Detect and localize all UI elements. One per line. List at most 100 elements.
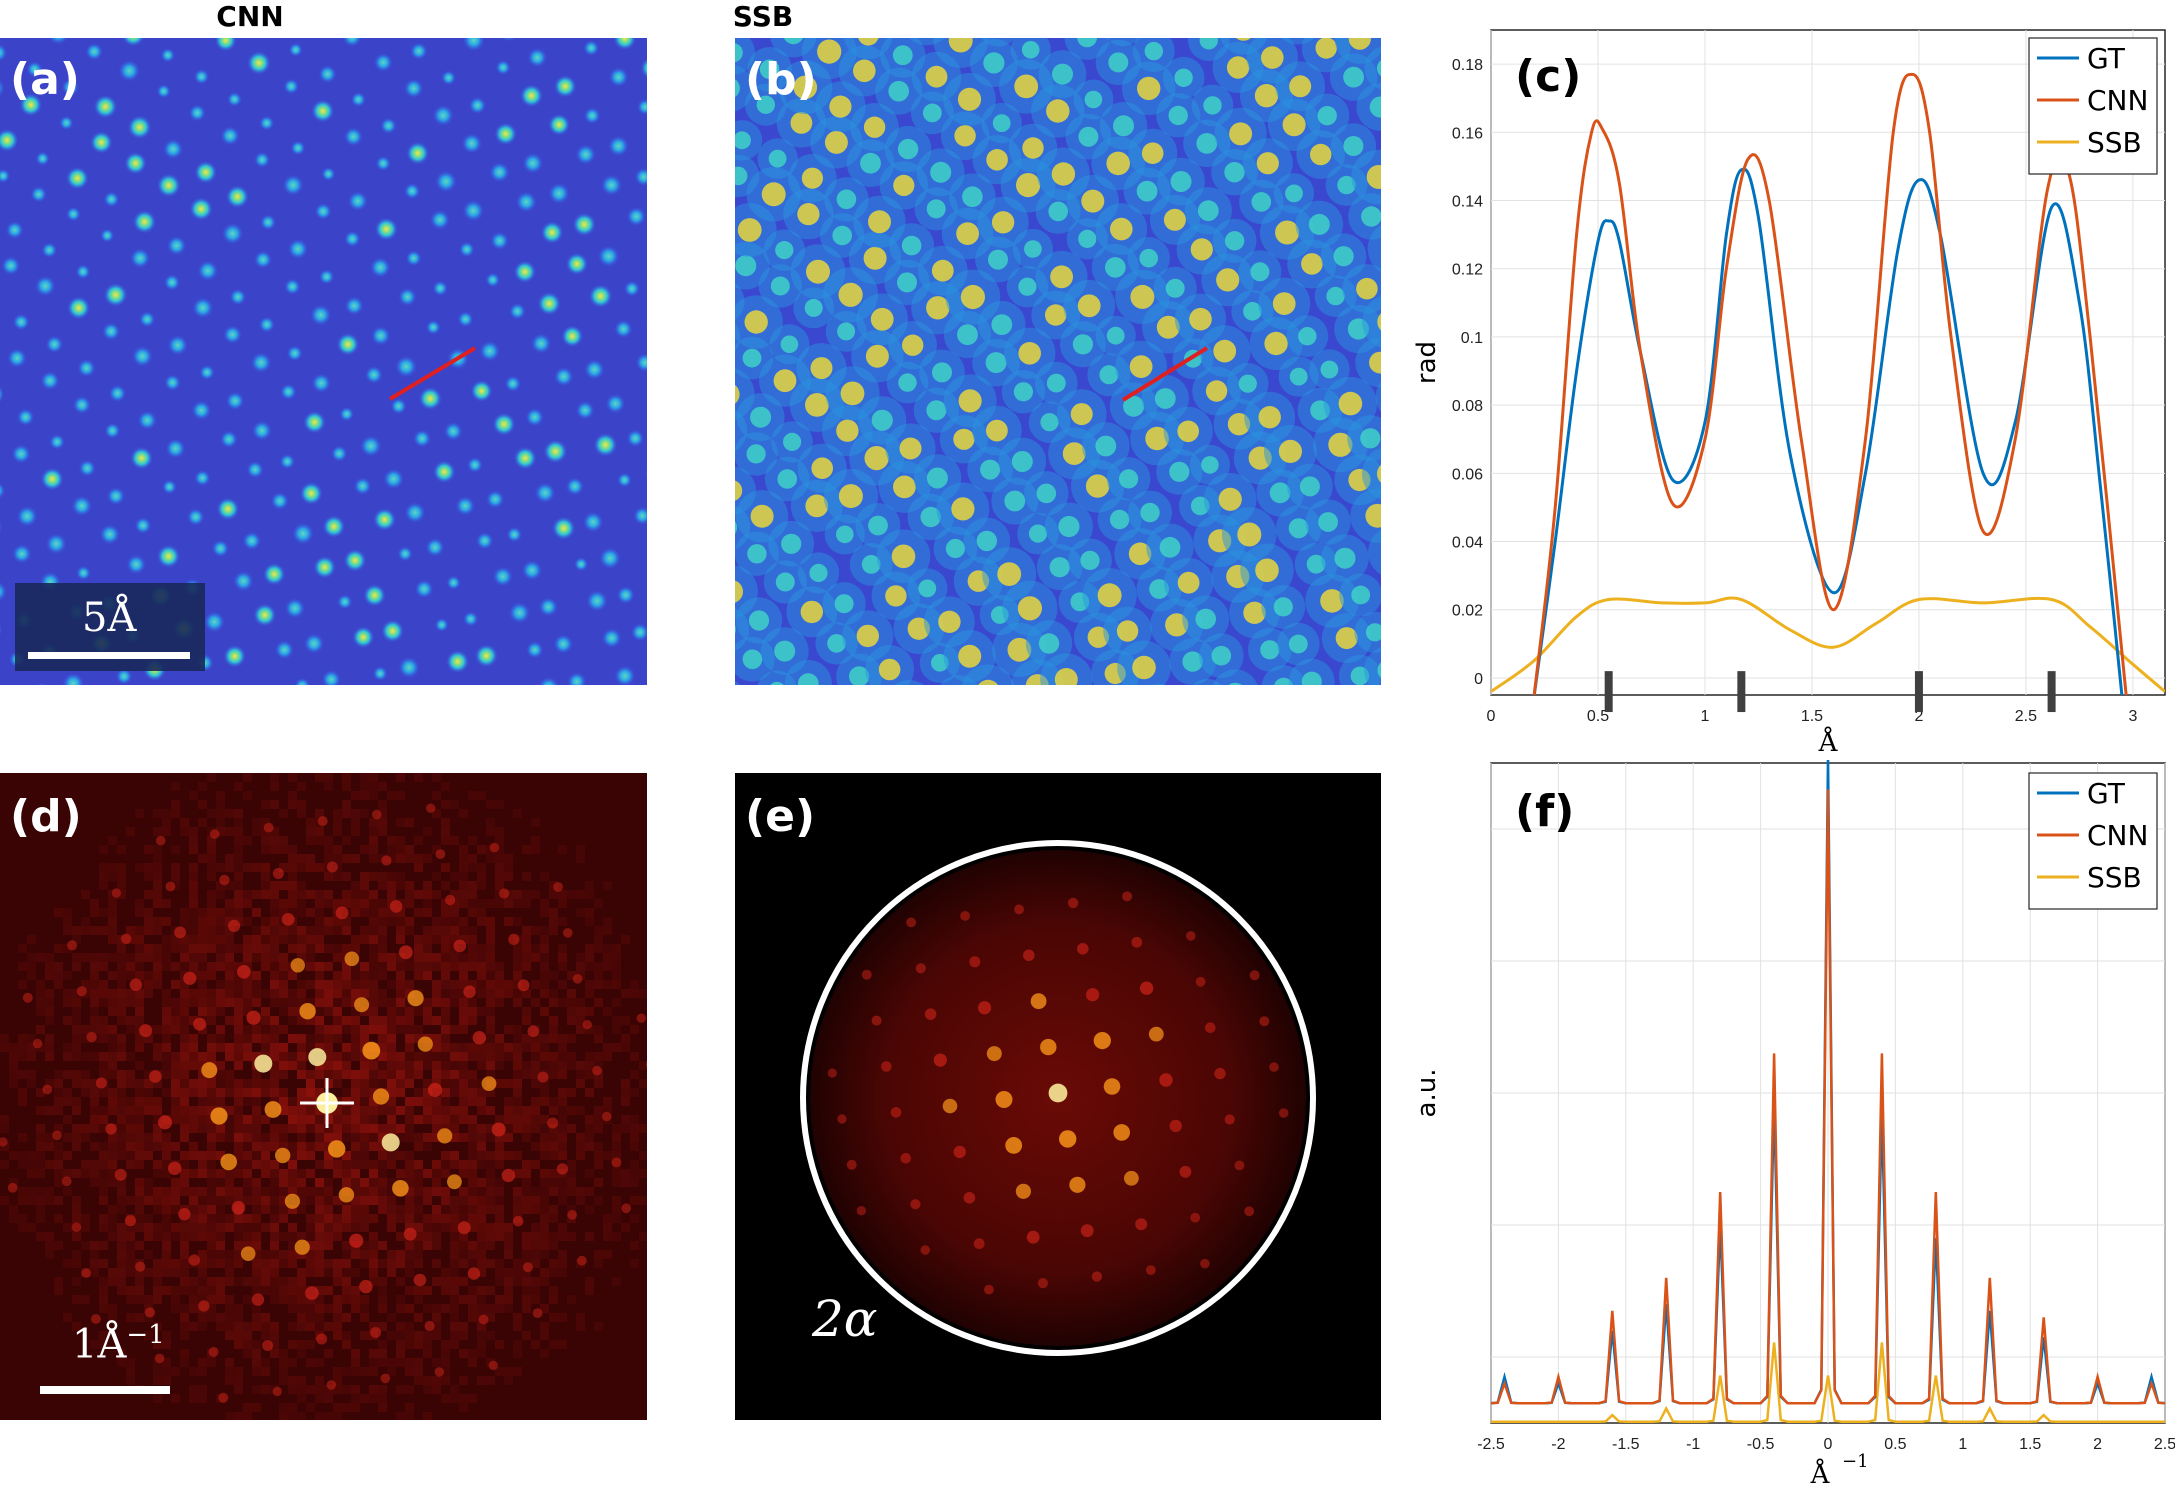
fft-noise bbox=[630, 1142, 639, 1151]
fft-noise bbox=[387, 1088, 396, 1097]
fft-noise bbox=[351, 1070, 360, 1079]
fft-noise bbox=[216, 1232, 225, 1241]
fft-noise bbox=[198, 1088, 207, 1097]
fft-noise bbox=[252, 1385, 261, 1394]
fft-noise bbox=[72, 1214, 81, 1223]
fft-noise bbox=[360, 773, 369, 782]
fft-noise bbox=[117, 944, 126, 953]
atom-spot bbox=[1189, 307, 1212, 331]
atom-spot bbox=[156, 544, 181, 568]
fft-noise bbox=[594, 1034, 603, 1043]
fft-noise bbox=[180, 1007, 189, 1016]
fft-noise bbox=[477, 1007, 486, 1016]
fft-noise bbox=[189, 1196, 198, 1205]
fft-noise bbox=[387, 1061, 396, 1070]
fft-noise bbox=[288, 899, 297, 908]
atom-spot bbox=[103, 282, 128, 307]
fft-noise bbox=[396, 791, 405, 800]
fft-noise bbox=[252, 818, 261, 827]
fft-noise bbox=[576, 908, 585, 917]
atom-spot bbox=[774, 640, 796, 662]
fft-noise bbox=[405, 1214, 414, 1223]
fft-noise bbox=[270, 1079, 279, 1088]
fft-noise bbox=[270, 1268, 279, 1277]
fft-noise bbox=[252, 1259, 261, 1268]
fft-noise bbox=[540, 899, 549, 908]
fft-spot bbox=[508, 933, 520, 945]
fft-noise bbox=[324, 1052, 333, 1061]
atom-spot bbox=[160, 48, 175, 63]
fft-noise bbox=[423, 1196, 432, 1205]
fft-noise bbox=[45, 1106, 54, 1115]
fft-noise bbox=[207, 1007, 216, 1016]
fft-noise bbox=[603, 917, 612, 926]
atom-spot bbox=[1273, 597, 1293, 617]
scale-label-d-text: 1Å bbox=[72, 1321, 127, 1368]
fft-noise bbox=[468, 1286, 477, 1295]
fft-noise bbox=[522, 1043, 531, 1052]
fft-spot bbox=[900, 1153, 911, 1164]
atom-spot bbox=[832, 225, 852, 246]
fft-noise bbox=[153, 1394, 162, 1403]
fft-noise bbox=[594, 944, 603, 953]
fft-noise bbox=[360, 926, 369, 935]
fft-noise bbox=[450, 1052, 459, 1061]
atom-spot bbox=[838, 282, 863, 307]
fft-noise bbox=[405, 890, 414, 899]
atom-spot bbox=[418, 386, 442, 411]
fft-noise bbox=[225, 1313, 234, 1322]
fft-noise bbox=[243, 1097, 252, 1106]
atom-spot bbox=[1366, 165, 1381, 189]
atom-spot bbox=[582, 511, 604, 533]
fft-noise bbox=[72, 1223, 81, 1232]
atom-spot bbox=[853, 59, 876, 83]
fft-noise bbox=[396, 854, 405, 863]
fft-noise bbox=[549, 1178, 558, 1187]
fft-noise bbox=[288, 1205, 297, 1214]
fft-noise bbox=[216, 1151, 225, 1160]
atom-spot bbox=[405, 250, 422, 267]
fft-noise bbox=[198, 1385, 207, 1394]
fft-noise bbox=[369, 818, 378, 827]
fft-noise bbox=[72, 1070, 81, 1079]
fft-noise bbox=[333, 1133, 342, 1142]
fft-noise bbox=[558, 1061, 567, 1070]
atom-spot bbox=[1196, 133, 1218, 154]
atom-spot bbox=[1343, 136, 1364, 156]
fft-noise bbox=[342, 1385, 351, 1394]
fft-noise bbox=[243, 890, 252, 899]
fft-noise bbox=[288, 1169, 297, 1178]
fft-noise bbox=[261, 1322, 270, 1331]
fft-noise bbox=[513, 1151, 522, 1160]
fft-noise bbox=[108, 1097, 117, 1106]
fft-noise bbox=[324, 1232, 333, 1241]
fft-noise bbox=[54, 1070, 63, 1079]
fft-spot bbox=[827, 1068, 837, 1078]
fft-noise bbox=[522, 1295, 531, 1304]
fft-noise bbox=[342, 1169, 351, 1178]
fft-noise bbox=[414, 953, 423, 962]
fft-noise bbox=[369, 1268, 378, 1277]
fft-noise bbox=[513, 1259, 522, 1268]
fft-noise bbox=[342, 1025, 351, 1034]
atom-spot bbox=[1365, 503, 1381, 528]
fft-noise bbox=[540, 1214, 549, 1223]
fft-noise bbox=[270, 1016, 279, 1025]
fft-noise bbox=[387, 1196, 396, 1205]
fft-noise bbox=[198, 1160, 207, 1169]
fft-noise bbox=[216, 890, 225, 899]
fft-noise bbox=[216, 818, 225, 827]
fft-noise bbox=[144, 890, 153, 899]
fft-noise bbox=[378, 962, 387, 971]
fft-noise bbox=[270, 1349, 279, 1358]
fft-noise bbox=[342, 1205, 351, 1214]
fft-noise bbox=[297, 926, 306, 935]
fft-noise bbox=[117, 1241, 126, 1250]
fft-noise bbox=[513, 1187, 522, 1196]
fft-spot bbox=[76, 986, 87, 997]
fft-noise bbox=[513, 1367, 522, 1376]
fft-noise bbox=[549, 1025, 558, 1034]
fft-noise bbox=[513, 1043, 522, 1052]
fft-noise bbox=[477, 1187, 486, 1196]
fft-noise bbox=[279, 1196, 288, 1205]
